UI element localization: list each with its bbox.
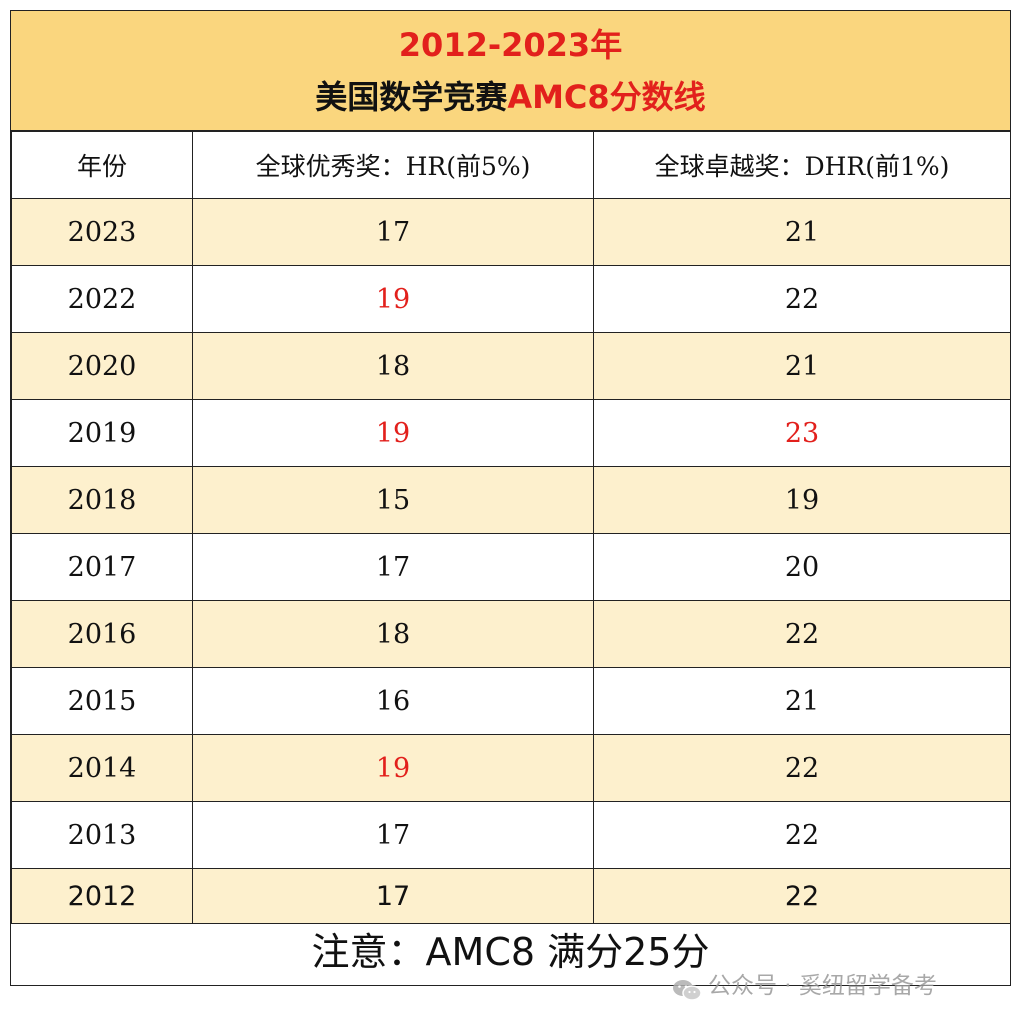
table-row: 2014 19 22 — [11, 734, 1011, 802]
cell-dhr-score: 23 — [593, 399, 1011, 467]
table-header-row: 年份 全球优秀奖：HR(前5%) 全球卓越奖：DHR(前1%) — [11, 131, 1011, 199]
cell-year: 2017 — [11, 533, 193, 601]
cell-year: 2022 — [11, 265, 193, 333]
title-years: 2012-2023年 — [398, 26, 623, 64]
cell-dhr-score: 19 — [593, 466, 1011, 534]
watermark-text: 公众号 · 奚纽留学备考 — [708, 973, 937, 999]
cell-year: 2015 — [11, 667, 193, 735]
wechat-icon — [672, 976, 702, 1001]
title-band: 2012-2023年 美国数学竞赛AMC8分数线 — [11, 11, 1010, 131]
cell-dhr-score: 21 — [593, 198, 1011, 266]
column-header-year: 年份 — [11, 131, 193, 199]
score-table: 年份 全球优秀奖：HR(前5%) 全球卓越奖：DHR(前1%) 2023 17 21… — [11, 131, 1011, 924]
cell-hr-score: 17 — [192, 533, 594, 601]
cell-hr-score: 19 — [192, 265, 594, 333]
column-header-hr: 全球优秀奖：HR(前5%) — [192, 131, 594, 199]
table-row: 2017 17 20 — [11, 533, 1011, 601]
full-score-note: 注意：AMC8 满分25分 — [311, 930, 710, 974]
table-body: 2023 17 21 2022 19 22 2020 18 21 2019 19 23 2018 15 19… — [11, 198, 1011, 924]
cell-dhr-score: 22 — [593, 265, 1011, 333]
cell-hr-score: 15 — [192, 466, 594, 534]
cell-dhr-score: 21 — [593, 667, 1011, 735]
cell-dhr-score: 22 — [593, 868, 1011, 924]
table-row: 2020 18 21 — [11, 332, 1011, 400]
cell-year: 2014 — [11, 734, 193, 802]
cell-dhr-score: 21 — [593, 332, 1011, 400]
cell-dhr-score: 22 — [593, 801, 1011, 869]
table-row: 2019 19 23 — [11, 399, 1011, 467]
cell-hr-score: 19 — [192, 399, 594, 467]
title-main: 美国数学竞赛AMC8分数线 — [11, 77, 1010, 117]
cell-year: 2012 — [11, 868, 193, 924]
cell-year: 2023 — [11, 198, 193, 266]
cell-year: 2019 — [11, 399, 193, 467]
cell-year: 2020 — [11, 332, 193, 400]
cell-year: 2016 — [11, 600, 193, 668]
cell-hr-score: 18 — [192, 600, 594, 668]
cell-dhr-score: 20 — [593, 533, 1011, 601]
watermark: 公众号 · 奚纽留学备考 — [672, 968, 937, 1004]
table-row: 2016 18 22 — [11, 600, 1011, 668]
cell-hr-score: 16 — [192, 667, 594, 735]
cell-hr-score: 17 — [192, 198, 594, 266]
title-main-accent: AMC8分数线 — [507, 78, 706, 116]
table-row: 2013 17 22 — [11, 801, 1011, 869]
column-header-dhr: 全球卓越奖：DHR(前1%) — [593, 131, 1011, 199]
cell-hr-score: 17 — [192, 801, 594, 869]
table-row: 2022 19 22 — [11, 265, 1011, 333]
cell-dhr-score: 22 — [593, 600, 1011, 668]
table-row: 2012 17 22 — [11, 868, 1011, 924]
cell-hr-score: 19 — [192, 734, 594, 802]
cell-year: 2018 — [11, 466, 193, 534]
table-row: 2015 16 21 — [11, 667, 1011, 735]
table-row: 2018 15 19 — [11, 466, 1011, 534]
cell-hr-score: 17 — [192, 868, 594, 924]
title-main-prefix: 美国数学竞赛 — [315, 78, 508, 116]
cell-hr-score: 18 — [192, 332, 594, 400]
score-table-frame: 2012-2023年 美国数学竞赛AMC8分数线 年份 全球优秀奖：HR(前5%… — [10, 10, 1011, 986]
cell-dhr-score: 22 — [593, 734, 1011, 802]
cell-year: 2013 — [11, 801, 193, 869]
table-row: 2023 17 21 — [11, 198, 1011, 266]
